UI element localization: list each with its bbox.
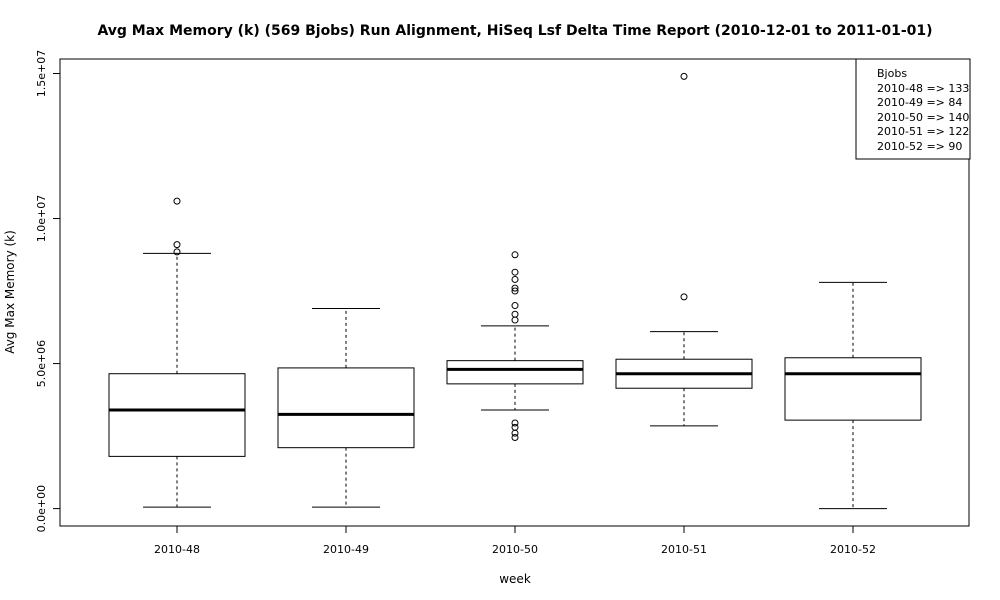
box-iqr (108, 373, 246, 457)
x-axis: 2010-48 2010-49 2010-50 2010-51 2010-52 (154, 525, 876, 556)
outlier-point (511, 287, 519, 295)
outlier-point (173, 248, 181, 256)
box-2010-48 (108, 197, 246, 508)
box-2010-50 (446, 251, 584, 442)
box-iqr (784, 357, 922, 421)
legend-entry-2010-49: 2010-49 => 84 (877, 96, 962, 109)
y-tick-label: 1.0e+07 (35, 195, 48, 242)
boxes (108, 72, 922, 510)
legend-title: Bjobs (877, 67, 907, 80)
outlier-point (511, 275, 519, 283)
box-2010-51 (615, 72, 753, 427)
legend-entry-2010-52: 2010-52 => 90 (877, 140, 962, 153)
x-tick-label: 2010-51 (661, 543, 707, 556)
outlier-point (511, 251, 519, 259)
y-axis: 0.0e+00 5.0e+06 1.0e+07 1.5e+07 (35, 50, 61, 532)
legend: Bjobs 2010-48 => 133 2010-49 => 84 2010-… (855, 58, 971, 160)
outlier-point (680, 72, 688, 80)
box-2010-52 (784, 281, 922, 510)
outlier-point (511, 302, 519, 310)
outlier-point (511, 429, 519, 437)
outlier-point (680, 293, 688, 301)
outlier-point (511, 310, 519, 318)
outlier-point (173, 241, 181, 249)
outlier-point (511, 419, 519, 427)
outlier-point (511, 434, 519, 442)
legend-entry-2010-50: 2010-50 => 140 (877, 111, 969, 124)
box-iqr (277, 367, 415, 449)
x-axis-label: week (499, 572, 531, 586)
outlier-point (511, 316, 519, 324)
y-axis-label: Avg Max Memory (k) (3, 230, 17, 354)
x-tick-label: 2010-49 (323, 543, 369, 556)
outlier-point (511, 284, 519, 292)
outlier-point (173, 197, 181, 205)
x-tick-label: 2010-48 (154, 543, 200, 556)
y-tick-label: 5.0e+06 (35, 340, 48, 387)
outlier-point (511, 268, 519, 276)
legend-entry-2010-51: 2010-51 => 122 (877, 125, 969, 138)
y-tick-label: 0.0e+00 (35, 485, 48, 532)
x-tick-label: 2010-52 (830, 543, 876, 556)
legend-entry-2010-48: 2010-48 => 133 (877, 82, 969, 95)
outlier-point (511, 423, 519, 431)
chart-title: Avg Max Memory (k) (569 Bjobs) Run Align… (97, 23, 932, 39)
x-tick-label: 2010-50 (492, 543, 538, 556)
y-tick-label: 1.5e+07 (35, 50, 48, 97)
box-iqr (446, 360, 584, 385)
box-2010-49 (277, 307, 415, 508)
legend-box (855, 58, 971, 160)
